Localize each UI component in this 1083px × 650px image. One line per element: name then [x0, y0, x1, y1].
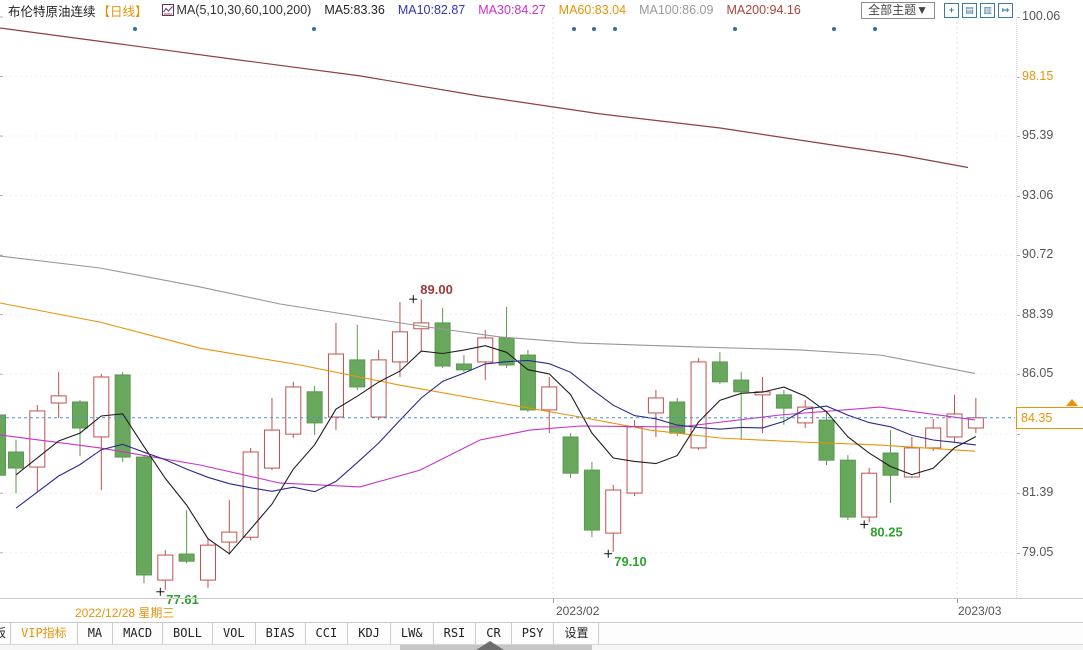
ma-line-ma10: [15, 359, 976, 509]
date-tick: [957, 599, 958, 603]
ma-values: MA5:83.36 MA10:82.87 MA30:84.27 MA60:83.04 M…: [311, 3, 800, 17]
horizontal-scrollbar[interactable]: [0, 644, 1083, 650]
price-axis-label: 86.05: [1022, 366, 1054, 381]
theme-dropdown[interactable]: 全部主题▼: [861, 1, 935, 19]
ma-chart-icon: [161, 4, 174, 16]
toolbar-tab-vol[interactable]: VOL: [213, 623, 256, 645]
header-icon-group: + ▤ ▥ ↦: [941, 2, 1013, 18]
period-tag[interactable]: 【日线】: [97, 4, 148, 19]
axis-tick: [1017, 433, 1020, 435]
ma-value-readout: MA30:84.27: [478, 3, 546, 17]
toolbar-tab-ma[interactable]: MA: [78, 623, 114, 645]
price-axis-label: 79.05: [1022, 544, 1054, 559]
price-axis-label: 95.39: [1022, 128, 1054, 143]
axis-tick: [1017, 255, 1020, 257]
axis-tick: [1017, 76, 1020, 78]
axis-tick: [1017, 136, 1020, 138]
scale-right-icon[interactable]: ▥: [980, 2, 995, 18]
price-axis-label: 98.15: [1022, 68, 1054, 83]
date-tick: [553, 599, 554, 603]
instrument-title: 布伦特原油连续: [8, 4, 96, 19]
pan-move-icon[interactable]: +: [944, 2, 959, 18]
toolbar-tab-settings[interactable]: 设置: [554, 623, 600, 645]
date-axis-label: 2023/03: [958, 604, 1002, 618]
toolbar-tab-vip[interactable]: VIP指标: [11, 623, 78, 645]
ma-line-ma100: [0, 255, 976, 374]
ma-line-ma200: [0, 27, 969, 169]
price-axis-label: 93.06: [1022, 187, 1054, 202]
price-axis: 100.06 98.15 95.39 93.06 90.72 88.39 86.05 81.3…: [1016, 9, 1083, 598]
event-marker-dot[interactable]: [572, 27, 576, 31]
ma-value-readout: MA60:83.04: [558, 3, 627, 17]
price-axis-label: 88.39: [1022, 306, 1054, 321]
ma-value-readout: MA200:94.16: [726, 3, 801, 17]
chart-header: 布伦特原油连续 【日线】 MA(5,10,30,60,100,200) MA5:…: [0, 0, 1083, 20]
ma-value-readout: MA5:83.36: [324, 3, 385, 17]
toolbar-tab-psy[interactable]: PSY: [512, 623, 555, 645]
event-marker-dot[interactable]: [592, 27, 596, 31]
axis-tick: [1017, 195, 1020, 197]
scrollbar-grip-icon[interactable]: [476, 641, 504, 650]
current-price-label: 84.35: [1016, 407, 1083, 429]
ma-settings-label[interactable]: MA(5,10,30,60,100,200): [176, 3, 312, 17]
price-axis-label: 100.06: [1022, 9, 1061, 23]
date-axis-label: 2022/12/28 星期三: [75, 606, 175, 620]
collapse-right-icon[interactable]: ↦: [998, 2, 1013, 18]
toolbar-tab-ban[interactable]: 板: [0, 623, 11, 645]
axis-tick: [1017, 552, 1020, 554]
toolbar-tab-kdj[interactable]: KDJ: [348, 623, 391, 645]
axis-tick: [1017, 314, 1020, 316]
price-annotation: 89.00: [420, 282, 453, 297]
toolbar-tab-cci[interactable]: CCI: [306, 623, 349, 645]
ma-line-ma60: [0, 302, 976, 452]
price-annotation: 79.10: [614, 554, 647, 569]
price-annotation: 77.61: [166, 592, 199, 607]
ma-value-readout: MA10:82.87: [397, 3, 466, 17]
event-marker-dot[interactable]: [613, 27, 617, 31]
axis-tick: [1017, 374, 1020, 376]
toolbar-tab-bias[interactable]: BIAS: [256, 623, 306, 645]
event-marker-dot[interactable]: [133, 27, 137, 31]
latest-price-arrow-icon[interactable]: [1066, 399, 1078, 406]
ma-line-ma5: [15, 345, 977, 555]
event-marker-dot[interactable]: [873, 27, 877, 31]
ma-value-readout: MA100:86.09: [639, 3, 714, 17]
price-axis-label: 81.39: [1022, 485, 1054, 500]
candlestick-chart-canvas[interactable]: 89.00 77.61 79.10 80.25: [0, 16, 1016, 615]
toolbar-tab-macd[interactable]: MACD: [113, 623, 164, 645]
scale-up-icon[interactable]: ▤: [962, 2, 977, 18]
toolbar-tab-boll[interactable]: BOLL: [163, 623, 213, 645]
date-axis-label: 2023/02: [556, 604, 600, 618]
axis-tick: [1017, 17, 1020, 18]
ma-line-ma30: [0, 406, 976, 488]
toolbar-tab-cr[interactable]: CR: [476, 623, 512, 645]
axis-tick: [1017, 493, 1020, 495]
event-marker-dot[interactable]: [312, 27, 316, 31]
price-axis-label: 90.72: [1022, 247, 1054, 262]
indicator-toolbar: 板VIP指标MAMACDBOLLVOLBIASCCIKDJLW&RSICRPSY…: [0, 622, 1083, 646]
toolbar-tab-rsi[interactable]: RSI: [434, 623, 477, 645]
toolbar-tab-lwr[interactable]: LW&: [391, 623, 434, 645]
price-annotation: 80.25: [870, 524, 903, 539]
event-marker-dot[interactable]: [733, 27, 737, 31]
time-axis: 2022/12/28 星期三 2023/02 2023/03: [0, 598, 1083, 623]
event-marker-dot[interactable]: [832, 27, 836, 31]
